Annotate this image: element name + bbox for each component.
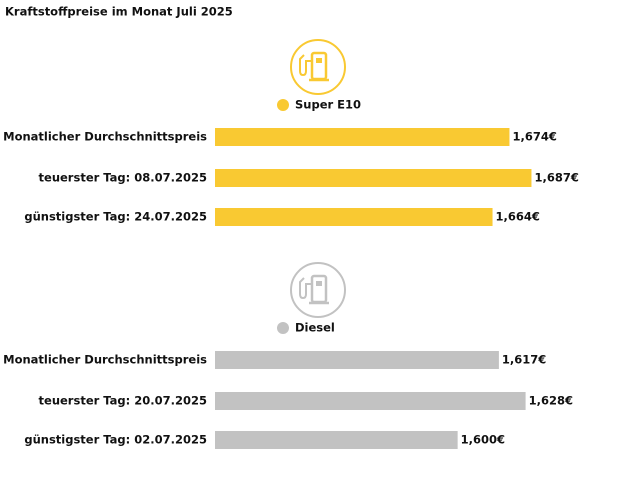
category-label: teuerster Tag: 08.07.2025 <box>39 171 207 185</box>
legend-swatch <box>277 99 289 111</box>
legend-label: Diesel <box>295 321 335 335</box>
pump-hose <box>299 277 312 300</box>
fuel-icon <box>290 39 346 95</box>
value-label: 1,628€ <box>529 394 573 408</box>
pump-hose <box>299 54 312 77</box>
category-label: Monatlicher Durchschnittspreis <box>3 353 207 367</box>
value-label: 1,664€ <box>496 210 540 224</box>
bar <box>215 351 499 369</box>
bar <box>215 208 493 226</box>
category-label: teuerster Tag: 20.07.2025 <box>39 394 207 408</box>
icon-circle <box>290 262 346 318</box>
page-title: Kraftstoffpreise im Monat Juli 2025 <box>5 5 233 19</box>
legend-label: Super E10 <box>295 98 361 112</box>
value-label: 1,617€ <box>502 353 546 367</box>
icon-circle <box>290 39 346 95</box>
category-label: günstigster Tag: 24.07.2025 <box>24 210 207 224</box>
bar <box>215 169 532 187</box>
bar <box>215 431 458 449</box>
legend-swatch <box>277 322 289 334</box>
bar <box>215 128 510 146</box>
value-label: 1,687€ <box>534 171 578 185</box>
value-label: 1,674€ <box>512 130 556 144</box>
value-label: 1,600€ <box>461 433 505 447</box>
pump-window <box>316 58 322 63</box>
fuel-icon <box>290 262 346 318</box>
category-label: günstigster Tag: 02.07.2025 <box>24 433 207 447</box>
pump-window <box>316 281 322 286</box>
category-label: Monatlicher Durchschnittspreis <box>3 130 207 144</box>
bar <box>215 392 526 410</box>
